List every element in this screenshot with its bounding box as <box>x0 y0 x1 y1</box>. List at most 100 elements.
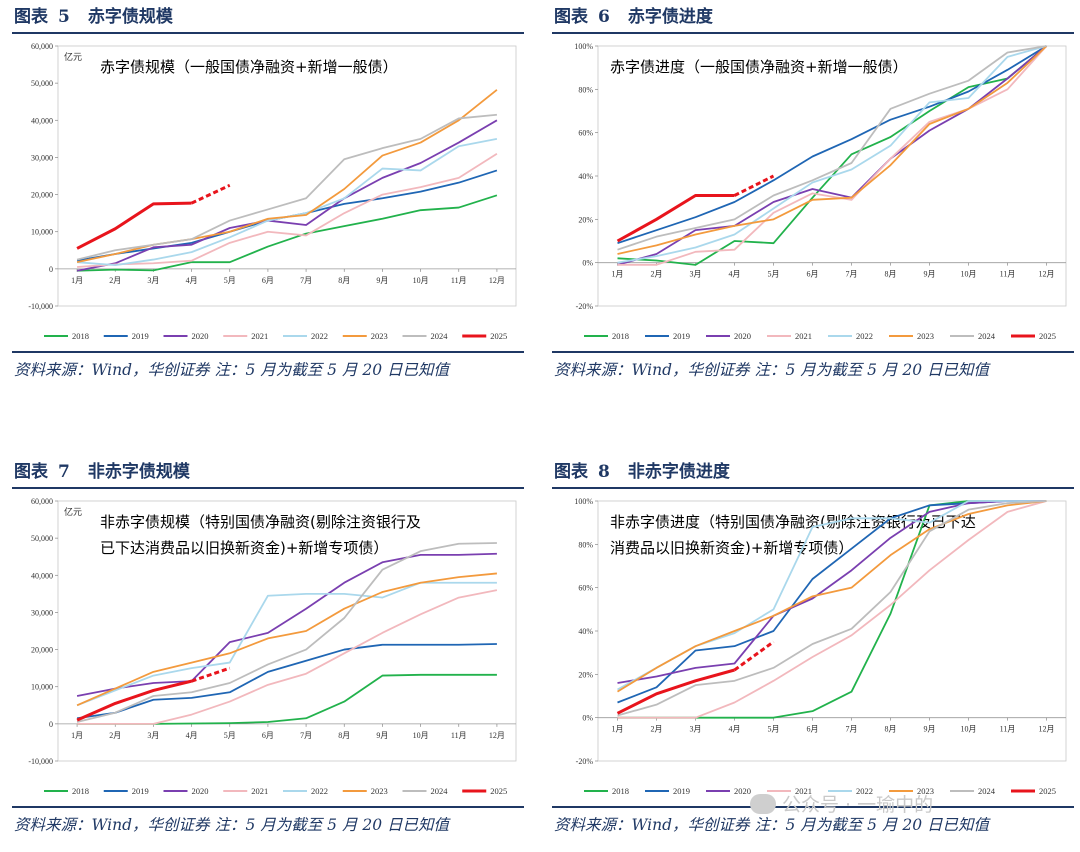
series-line-2023 <box>76 89 498 264</box>
y-axis-unit-label: 亿元 <box>64 506 82 518</box>
figure-name: 赤字债规模 <box>87 7 173 27</box>
y-tick-label: 0 <box>49 720 53 729</box>
x-tick-label: 4月 <box>186 731 198 740</box>
line-chart: -20% 0% 20% 40% 60% 80% 100% 1月 2月 3月 4月 5月 6月 7月 8月 9月… <box>574 42 1067 341</box>
series-line-2023 <box>617 500 1047 693</box>
x-tick-label: 3月 <box>147 276 159 285</box>
y-tick-label: 100% <box>574 497 593 506</box>
source-note: 资料来源：Wind，华创证券 注：5 月为截至 5 月 20 日已知值 <box>554 361 990 379</box>
series-line-2025 <box>616 668 735 715</box>
series-projection-2025 <box>191 666 231 683</box>
y-tick-label: 10,000 <box>31 228 53 237</box>
line-chart: -10,000 0 10,000 20,000 30,000 40,000 50,000 60… <box>28 42 517 341</box>
legend-label-2022: 2022 <box>856 331 873 341</box>
x-tick-label: 6月 <box>262 731 274 740</box>
series-line-2020 <box>76 552 497 697</box>
legend-label-2025: 2025 <box>1039 331 1056 341</box>
legend-label-2021: 2021 <box>795 786 812 796</box>
legend-label-2024: 2024 <box>978 331 996 341</box>
x-tick-label: 10月 <box>413 731 429 740</box>
figure-label: 图表 <box>554 462 588 482</box>
series-projection-2025 <box>733 640 775 672</box>
top-rule <box>12 32 524 34</box>
x-tick-label: 2月 <box>651 725 663 734</box>
series-line-2020 <box>617 45 1048 266</box>
x-tick-label: 12月 <box>489 276 505 285</box>
x-tick-label: 1月 <box>612 725 624 734</box>
legend-label-2025: 2025 <box>490 786 507 796</box>
figure-6-panel: 图表 6 赤字债进度 -20% 0% 20% 40% 60% 80% 100% 1月 2月 3月 4月 5… <box>540 0 1080 390</box>
chart-title: 消费品以旧换新资金)+新增专项债） <box>610 539 853 557</box>
series-line-2024 <box>617 500 1047 717</box>
legend-label-2021: 2021 <box>251 331 268 341</box>
series-line-2019 <box>76 643 497 720</box>
legend-label-2023: 2023 <box>371 331 388 341</box>
source-note: 资料来源：Wind，华创证券 注：5 月为截至 5 月 20 日已知值 <box>554 816 990 834</box>
y-tick-label: 0% <box>582 714 593 723</box>
x-tick-label: 5月 <box>224 276 236 285</box>
series-line-2019 <box>617 45 1047 245</box>
series-line-2018 <box>77 194 498 272</box>
y-tick-label: 60,000 <box>31 42 53 51</box>
series-line-2023 <box>76 572 498 707</box>
y-tick-label: 80% <box>578 540 593 549</box>
y-tick-label: 50,000 <box>31 79 53 88</box>
top-rule <box>552 32 1074 34</box>
x-tick-label: 8月 <box>885 725 897 734</box>
series-line-2024 <box>76 113 498 261</box>
y-tick-label: 60% <box>578 129 593 138</box>
x-tick-label: 2月 <box>109 731 121 740</box>
legend-label-2025: 2025 <box>490 331 507 341</box>
x-tick-label: 7月 <box>846 270 858 279</box>
figure-7-panel: 图表 7 非赤字债规模 -10,000 0 10,000 20,000 30,000 40,0… <box>0 455 530 852</box>
series-line-2020 <box>617 500 1047 684</box>
chart-title: 赤字债进度（一般国债净融资+新增一般债） <box>610 58 908 76</box>
x-tick-label: 11月 <box>451 731 467 740</box>
legend-label-2018: 2018 <box>612 786 629 796</box>
series-line-2024 <box>76 542 497 723</box>
y-tick-label: 20,000 <box>31 191 53 200</box>
y-tick-label: 40,000 <box>31 571 53 580</box>
figure-name: 非赤字债规模 <box>87 462 190 482</box>
legend-label-2022: 2022 <box>311 331 328 341</box>
y-tick-label: 50,000 <box>31 534 53 543</box>
legend-label-2021: 2021 <box>795 331 812 341</box>
series-line-2021 <box>617 45 1048 266</box>
x-tick-label: 7月 <box>846 725 858 734</box>
y-tick-label: 40,000 <box>31 116 53 125</box>
plot-frame <box>57 45 517 307</box>
y-tick-label: 20% <box>578 670 593 679</box>
series-projection-2025 <box>733 174 775 197</box>
series-line-2021 <box>77 589 498 725</box>
legend-label-2020: 2020 <box>192 786 209 796</box>
series-line-2022 <box>76 581 497 707</box>
legend-label-2018: 2018 <box>72 331 89 341</box>
figure-title: 图表 7 非赤字债规模 <box>14 457 190 482</box>
series-line-2025 <box>76 679 192 722</box>
bottom-rule <box>12 351 524 353</box>
legend-label-2022: 2022 <box>311 786 328 796</box>
y-tick-label: 20% <box>578 215 593 224</box>
y-tick-label: -10,000 <box>28 302 53 311</box>
x-tick-label: 4月 <box>729 270 741 279</box>
x-tick-label: 9月 <box>924 725 936 734</box>
y-tick-label: 10,000 <box>31 683 53 692</box>
figure-label: 图表 <box>554 7 588 27</box>
y-tick-label: 0% <box>582 259 593 268</box>
figure-name: 非赤字债进度 <box>627 462 730 482</box>
legend-label-2020: 2020 <box>734 331 751 341</box>
legend-label-2019: 2019 <box>132 786 149 796</box>
legend-label-2024: 2024 <box>431 786 449 796</box>
series-line-2022 <box>617 45 1047 264</box>
wechat-icon <box>750 794 776 814</box>
legend-label-2024: 2024 <box>978 786 996 796</box>
legend-label-2022: 2022 <box>856 786 873 796</box>
y-tick-label: 60% <box>578 584 593 593</box>
x-tick-label: 4月 <box>729 725 741 734</box>
legend-label-2019: 2019 <box>132 331 149 341</box>
x-tick-label: 5月 <box>768 270 780 279</box>
y-tick-label: 30,000 <box>31 153 53 162</box>
x-tick-label: 9月 <box>376 276 388 285</box>
x-tick-label: 11月 <box>1000 270 1016 279</box>
figure-5-panel: 图表 5 赤字债规模 -10,000 0 10,000 20,000 30,000 40,00… <box>0 0 530 390</box>
